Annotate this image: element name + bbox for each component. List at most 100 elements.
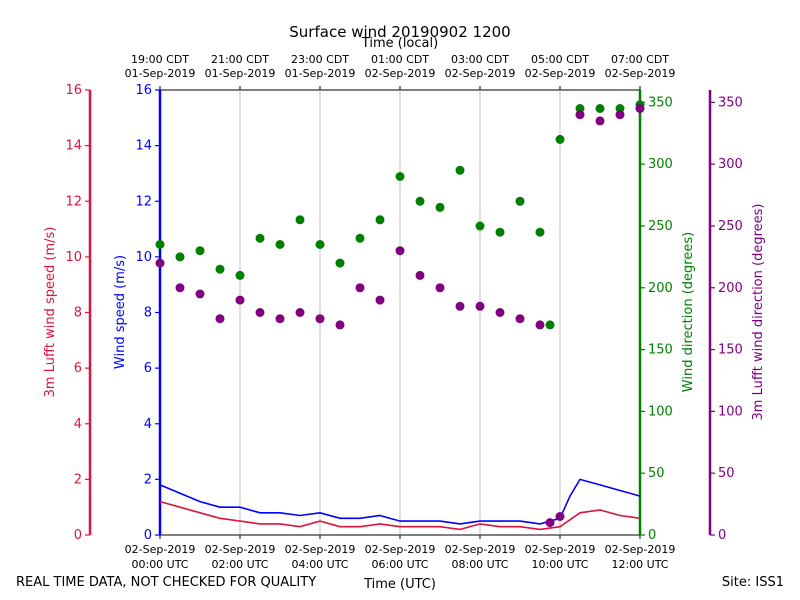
top-tick-date: 02-Sep-2019 (605, 67, 676, 80)
y-tick-label-wind_speed: 10 (135, 250, 152, 265)
data-point-wind-direction (515, 196, 525, 206)
x-tick-time: 02:00 UTC (211, 558, 268, 571)
y-tick-label-lufft_speed: 10 (65, 250, 82, 265)
data-point-3m-lufft-wind-direction (495, 308, 505, 317)
data-point-wind-direction (545, 320, 555, 330)
axis-label-lufft-speed: 3m Lufft wind speed (m/s) (43, 227, 58, 398)
data-point-3m-lufft-wind-direction (315, 314, 325, 324)
y-tick-label-wind_speed: 16 (135, 83, 152, 98)
x-tick-time: 06:00 UTC (371, 558, 428, 571)
top-tick-date: 01-Sep-2019 (205, 67, 276, 80)
y-tick-label-wind_dir: 350 (648, 95, 673, 110)
top-tick-date: 01-Sep-2019 (285, 67, 356, 80)
data-point-wind-direction (395, 172, 405, 181)
y-tick-label-lufft_dir: 200 (718, 281, 743, 296)
axis-label-wind-speed: Wind speed (m/s) (113, 255, 128, 369)
data-point-3m-lufft-wind-direction (455, 301, 465, 311)
y-tick-label-wind_dir: 200 (648, 281, 673, 296)
data-point-3m-lufft-wind-direction (595, 116, 605, 126)
data-point-3m-lufft-wind-direction (215, 314, 225, 324)
data-point-wind-direction (595, 104, 605, 113)
top-tick-time: 07:00 CDT (611, 53, 669, 66)
y-tick-label-lufft_dir: 300 (718, 157, 743, 172)
x-tick-time: 04:00 UTC (291, 558, 348, 571)
data-point-3m-lufft-wind-direction (545, 518, 555, 528)
data-point-wind-direction (355, 233, 365, 243)
x-tick-date: 02-Sep-2019 (365, 543, 436, 556)
data-point-3m-lufft-wind-direction (355, 283, 365, 293)
data-point-wind-direction (415, 196, 425, 206)
top-tick-date: 02-Sep-2019 (365, 67, 436, 80)
data-point-3m-lufft-wind-direction (195, 289, 205, 299)
x-tick-date: 02-Sep-2019 (605, 543, 676, 556)
series-line-wind-speed (159, 478, 641, 525)
y-tick-label-wind_dir: 300 (648, 157, 673, 172)
top-tick-date: 02-Sep-2019 (445, 67, 516, 80)
axis-label-wind-direction: Wind direction (degrees) (681, 232, 696, 392)
top-tick-time: 21:00 CDT (211, 53, 269, 66)
y-tick-label-lufft_speed: 12 (65, 194, 82, 209)
data-point-3m-lufft-wind-direction (295, 308, 305, 317)
data-point-3m-lufft-wind-direction (435, 283, 445, 293)
data-point-3m-lufft-wind-direction (535, 320, 545, 330)
y-tick-label-lufft_speed: 8 (74, 306, 82, 321)
y-tick-label-lufft_speed: 2 (74, 472, 82, 487)
y-tick-label-lufft_dir: 50 (718, 466, 735, 481)
data-point-3m-lufft-wind-direction (375, 295, 385, 305)
y-tick-label-wind_speed: 2 (144, 472, 152, 487)
top-tick-time: 05:00 CDT (531, 53, 589, 66)
y-tick-label-lufft_dir: 150 (718, 343, 743, 358)
data-point-3m-lufft-wind-direction (155, 258, 165, 268)
data-point-wind-direction (255, 233, 265, 243)
y-tick-label-lufft_speed: 4 (74, 417, 82, 432)
data-point-wind-direction (615, 104, 625, 113)
top-tick-time: 03:00 CDT (451, 53, 509, 66)
x-tick-time: 00:00 UTC (131, 558, 188, 571)
data-point-wind-direction (555, 134, 565, 144)
data-point-wind-direction (275, 240, 285, 249)
x-tick-date: 02-Sep-2019 (125, 543, 196, 556)
y-tick-label-wind_dir: 100 (648, 404, 673, 419)
x-tick-date: 02-Sep-2019 (205, 543, 276, 556)
data-point-3m-lufft-wind-direction (255, 308, 265, 317)
data-point-wind-direction (155, 240, 165, 249)
top-tick-time: 19:00 CDT (131, 53, 189, 66)
data-point-wind-direction (535, 227, 545, 237)
data-point-wind-direction (455, 165, 465, 175)
y-tick-label-wind_speed: 4 (144, 417, 152, 432)
data-point-wind-direction (175, 252, 185, 262)
data-point-wind-direction (375, 215, 385, 225)
y-tick-label-lufft_speed: 14 (65, 139, 82, 154)
y-tick-label-wind_speed: 8 (144, 306, 152, 321)
data-point-3m-lufft-wind-direction (475, 301, 485, 311)
data-point-wind-direction (335, 258, 345, 268)
y-tick-label-lufft_speed: 6 (74, 361, 82, 376)
data-point-3m-lufft-wind-direction (275, 314, 285, 324)
data-point-3m-lufft-wind-direction (395, 246, 405, 256)
data-point-3m-lufft-wind-direction (415, 270, 425, 280)
data-point-wind-direction (295, 215, 305, 225)
x-tick-time: 12:00 UTC (611, 558, 668, 571)
y-tick-label-wind_speed: 12 (135, 194, 152, 209)
top-tick-time: 01:00 CDT (371, 53, 429, 66)
y-tick-label-wind_speed: 6 (144, 361, 152, 376)
x-tick-time: 08:00 UTC (451, 558, 508, 571)
y-tick-label-lufft_speed: 0 (74, 528, 82, 543)
data-point-wind-direction (195, 246, 205, 256)
top-tick-time: 23:00 CDT (291, 53, 349, 66)
y-tick-label-wind_dir: 150 (648, 343, 673, 358)
x-tick-date: 02-Sep-2019 (445, 543, 516, 556)
data-point-3m-lufft-wind-direction (235, 295, 245, 305)
data-point-wind-direction (315, 240, 325, 249)
x-tick-date: 02-Sep-2019 (525, 543, 596, 556)
data-point-3m-lufft-wind-direction (635, 104, 645, 113)
data-point-wind-direction (235, 270, 245, 280)
axis-label-lufft-direction: 3m Lufft wind direction (degrees) (751, 204, 766, 421)
y-tick-label-lufft_dir: 250 (718, 219, 743, 234)
y-tick-label-wind_speed: 0 (144, 528, 152, 543)
y-tick-label-wind_dir: 50 (648, 466, 665, 481)
chart-title: Surface wind 20190902 1200 (289, 23, 510, 41)
y-tick-label-lufft_dir: 0 (718, 528, 726, 543)
y-tick-label-lufft_speed: 16 (65, 83, 82, 98)
